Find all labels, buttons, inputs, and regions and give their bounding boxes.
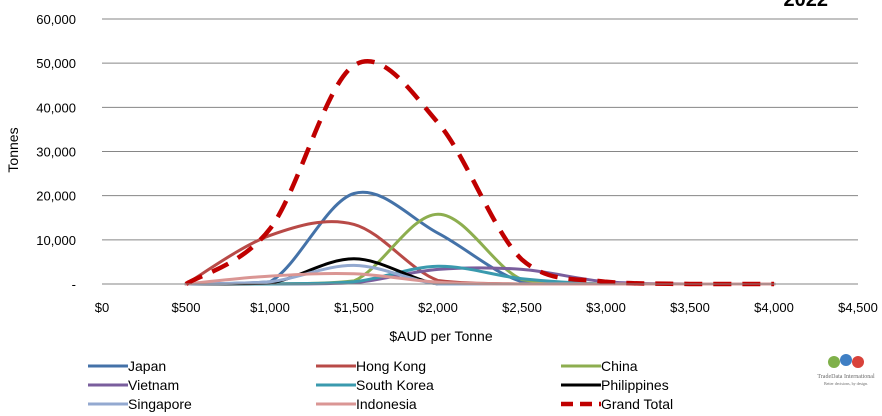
year-label: 2022	[784, 0, 829, 11]
x-tick-label: $1,500	[334, 300, 374, 315]
y-tick-label: 50,000	[36, 56, 76, 71]
y-tick-label: 10,000	[36, 233, 76, 248]
legend-label-south-korea: South Korea	[356, 377, 434, 393]
y-tick-label: 30,000	[36, 145, 76, 160]
x-tick-label: $2,500	[502, 300, 542, 315]
company-logo: TradeData International Better decisions…	[817, 354, 875, 387]
logo-globe-blue-icon	[840, 354, 852, 366]
y-tick-label: 40,000	[36, 100, 76, 115]
logo-tagline: Better decisions, by design.	[824, 381, 868, 387]
legend-label-philippines: Philippines	[601, 377, 669, 393]
y-tick-label: 60,000	[36, 12, 76, 27]
legend-label-grand-total: Grand Total	[601, 396, 673, 412]
grid-lines	[102, 18, 858, 241]
x-tick-label: $4,000	[754, 300, 794, 315]
y-axis-title: Tonnes	[5, 127, 21, 172]
y-tick-label: -	[72, 277, 76, 292]
legend-label-china: China	[601, 358, 638, 374]
y-tick-label: 20,000	[36, 189, 76, 204]
legend: Japan Hong Kong China Vietnam South Korea Phi…	[88, 358, 673, 412]
legend-label-japan: Japan	[128, 358, 166, 374]
x-axis-title: $AUD per Tonne	[389, 328, 492, 344]
x-tick-label: $1,000	[250, 300, 290, 315]
logo-globe-red-icon	[852, 356, 864, 368]
legend-label-singapore: Singapore	[128, 396, 192, 412]
legend-label-hong-kong: Hong Kong	[356, 358, 426, 374]
x-tick-labels: $0 $500 $1,000 $1,500 $2,000 $2,500 $3,000 $3,5…	[95, 300, 878, 315]
legend-label-indonesia: Indonesia	[356, 396, 417, 412]
series-line-china	[184, 212, 776, 286]
x-tick-label: $3,500	[670, 300, 710, 315]
x-tick-label: $3,000	[586, 300, 626, 315]
series-line-grand-total	[184, 59, 774, 287]
series-lines	[184, 59, 776, 287]
legend-label-vietnam: Vietnam	[128, 377, 179, 393]
y-tick-labels: - 10,000 20,000 30,000 40,000 50,000 60,000	[36, 12, 76, 292]
logo-name: TradeData International	[817, 374, 875, 380]
x-tick-label: $2,000	[418, 300, 458, 315]
x-tick-label: $4,500	[838, 300, 878, 315]
x-tick-label: $0	[95, 300, 109, 315]
logo-globe-green-icon	[828, 356, 840, 368]
x-tick-label: $500	[172, 300, 201, 315]
